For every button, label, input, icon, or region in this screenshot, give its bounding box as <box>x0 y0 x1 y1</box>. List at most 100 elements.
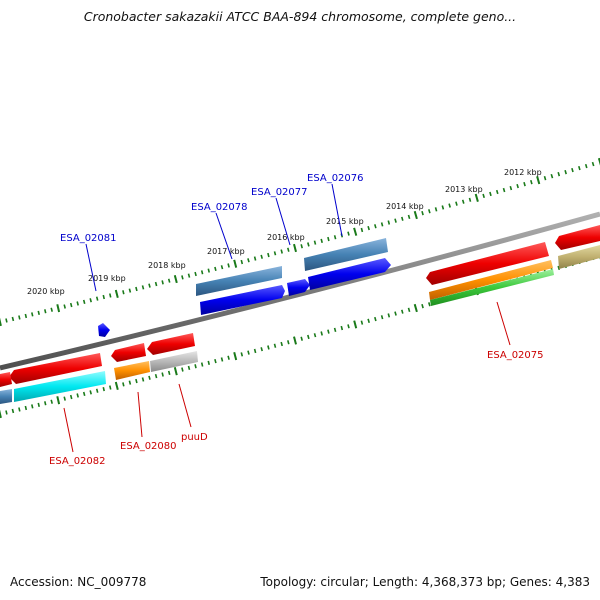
outer-ring-minor-tick <box>502 187 506 193</box>
inner-ring-minor-tick <box>44 401 47 406</box>
inner-ring-major-tick <box>233 351 238 361</box>
inner-ring-minor-tick <box>273 343 277 348</box>
leader-esa-02075 <box>496 301 511 346</box>
outer-ring-minor-tick <box>482 193 485 199</box>
gene-prev-bar[interactable] <box>0 389 12 404</box>
gene-esa-02082-arrow[interactable] <box>9 353 102 384</box>
outer-ring-minor-tick <box>220 265 224 270</box>
gene-esa-02080-bar[interactable] <box>114 361 150 380</box>
outer-ring-minor-tick <box>167 278 171 283</box>
inner-ring-minor-tick <box>50 399 53 404</box>
inner-ring-minor-tick <box>194 364 197 369</box>
inner-ring-minor-tick <box>300 336 303 341</box>
label-esa-02081[interactable]: ESA_02081 <box>60 233 117 244</box>
outer-ring-minor-tick <box>63 304 66 309</box>
outer-ring-minor-tick <box>260 254 263 259</box>
inner-ring-minor-tick <box>360 320 364 325</box>
outer-ring-minor-tick <box>333 235 337 240</box>
inner-ring-minor-tick <box>89 390 92 395</box>
gene-esa-02075-bar-orange[interactable] <box>429 260 553 300</box>
tick-label-2019: 2019 kbp <box>88 274 126 283</box>
outer-ring-minor-tick <box>31 312 34 317</box>
gene-next-arrow[interactable] <box>555 225 600 250</box>
gene-esa-02075-bar-green[interactable] <box>430 269 554 306</box>
label-esa-02080[interactable]: ESA_02080 <box>120 441 177 452</box>
outer-ring-minor-tick <box>76 301 79 306</box>
inner-ring-major-tick <box>413 303 418 313</box>
chromosome-backbone <box>0 211 600 371</box>
outer-ring-major-tick <box>413 210 418 220</box>
label-puud[interactable]: puuD <box>181 432 208 443</box>
inner-ring-minor-tick <box>207 360 210 365</box>
tick-label-2016: 2016 kbp <box>267 233 305 242</box>
outer-ring-minor-tick <box>128 288 132 293</box>
inner-ring-minor-tick <box>428 302 431 307</box>
gene-esa-02082-bar[interactable] <box>14 371 106 402</box>
outer-ring-minor-tick <box>468 197 472 202</box>
label-esa-02082[interactable]: ESA_02082 <box>49 456 106 467</box>
outer-ring-minor-tick <box>571 167 574 173</box>
outer-ring-major-tick <box>474 193 479 202</box>
inner-ring-minor-tick <box>122 382 125 387</box>
outer-ring-major-tick <box>353 227 358 236</box>
gene-esa-02081-arrow[interactable] <box>98 323 110 337</box>
inner-ring-major-tick <box>353 320 358 329</box>
gene-puud-arrow[interactable] <box>147 333 195 355</box>
inner-ring-minor-tick <box>167 370 171 375</box>
topology-text: Topology: circular; Length: 4,368,373 bp… <box>260 575 590 589</box>
outer-ring-minor-tick <box>367 225 370 231</box>
outer-ring-minor-tick <box>374 224 377 229</box>
leader-esa-02080 <box>137 391 143 438</box>
outer-ring-minor-tick <box>564 169 567 175</box>
outer-ring-minor-tick <box>394 218 397 223</box>
tick-label-2020: 2020 kbp <box>27 287 65 296</box>
outer-ring-minor-tick <box>360 227 364 233</box>
inner-ring-major-tick <box>114 381 119 391</box>
leader-esa-02076 <box>331 183 343 237</box>
outer-ring-minor-tick <box>95 296 99 301</box>
outer-ring-minor-tick <box>194 271 197 277</box>
gene-esa-02076-bar[interactable] <box>304 238 388 271</box>
gene-prev-arrow[interactable] <box>0 372 12 387</box>
inner-ring-minor-tick <box>394 311 397 316</box>
inner-ring-minor-tick <box>109 385 112 390</box>
gene-puud-bar[interactable] <box>150 351 198 372</box>
label-esa-02077[interactable]: ESA_02077 <box>251 187 308 198</box>
outer-ring-minor-tick <box>401 216 404 221</box>
inner-ring-minor-tick <box>18 407 21 412</box>
outer-ring-minor-tick <box>135 286 138 292</box>
gene-esa-02080-arrow[interactable] <box>111 343 146 362</box>
inner-ring-minor-tick <box>267 345 270 350</box>
outer-ring-major-tick <box>293 243 297 253</box>
inner-ring-minor-tick <box>340 325 344 331</box>
outer-ring-minor-tick <box>267 252 270 258</box>
outer-ring-minor-tick <box>187 273 191 278</box>
outer-ring-minor-tick <box>24 313 28 319</box>
outer-ring-minor-tick <box>11 316 15 322</box>
tick-label-2013: 2013 kbp <box>445 185 483 194</box>
outer-ring-minor-tick <box>300 244 303 249</box>
inner-ring-minor-tick <box>347 324 350 329</box>
outer-ring-minor-tick <box>50 307 53 312</box>
inner-ring-minor-tick <box>253 348 257 354</box>
gene-esa-02078-arrow[interactable] <box>200 285 285 315</box>
label-esa-02076[interactable]: ESA_02076 <box>307 173 364 184</box>
inner-ring-minor-tick <box>187 365 191 371</box>
outer-ring-minor-tick <box>253 256 257 261</box>
outer-ring-minor-tick <box>273 251 277 256</box>
outer-ring-minor-tick <box>227 263 230 268</box>
inner-ring-minor-tick <box>327 329 330 334</box>
gene-esa-02075-arrow[interactable] <box>426 242 549 285</box>
label-esa-02075[interactable]: ESA_02075 <box>487 350 544 361</box>
outer-ring-minor-tick <box>37 310 40 315</box>
gene-esa-02076-arrow[interactable] <box>308 258 391 290</box>
gene-esa-02078-bar[interactable] <box>196 266 282 296</box>
gene-next-bar-khaki[interactable] <box>558 245 600 269</box>
outer-ring-major-tick <box>114 289 119 298</box>
label-esa-02078[interactable]: ESA_02078 <box>191 202 248 213</box>
gene-esa-02077-arrow[interactable] <box>287 279 310 296</box>
leader-puud <box>178 383 192 428</box>
outer-ring-minor-tick <box>455 201 458 206</box>
outer-ring-minor-tick <box>428 209 431 214</box>
tick-label-2015: 2015 kbp <box>326 217 364 226</box>
